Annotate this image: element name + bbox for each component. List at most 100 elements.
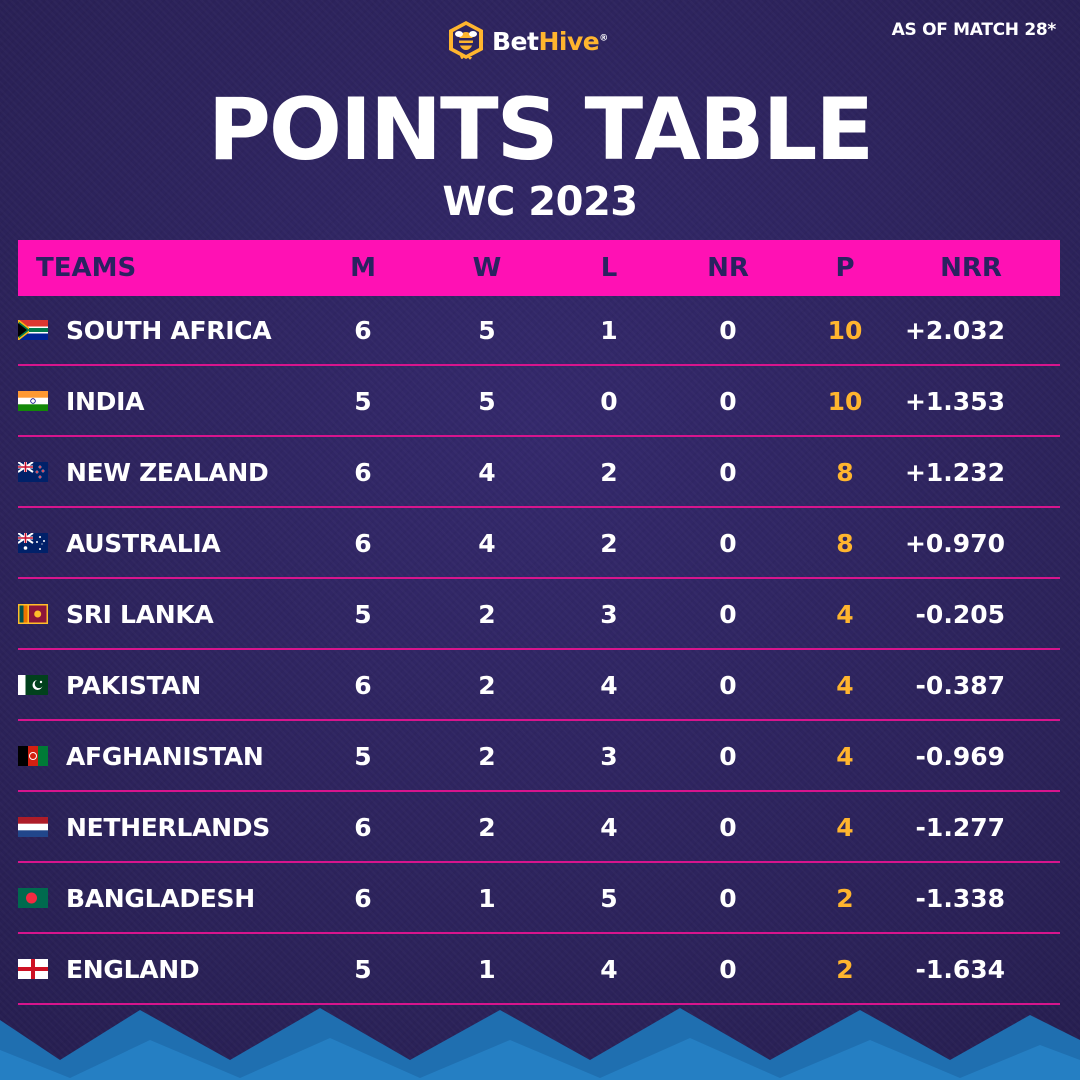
south-africa-flag-icon: [18, 320, 48, 340]
points-cell: 2: [836, 884, 854, 913]
matches-cell: 6: [354, 529, 372, 558]
india-flag-icon: [18, 391, 48, 411]
team-name: SRI LANKA: [66, 600, 214, 629]
nrr-cell: +0.970: [904, 529, 1005, 558]
australia-flag-icon: [18, 533, 48, 553]
team-name: AFGHANISTAN: [66, 742, 264, 771]
row-divider: [18, 577, 1060, 579]
losses-cell: 2: [600, 458, 618, 487]
england-flag-icon: [18, 959, 48, 979]
header-losses: L: [600, 253, 618, 283]
matches-cell: 5: [354, 600, 372, 629]
losses-cell: 4: [600, 955, 618, 984]
row-divider: [18, 506, 1060, 508]
matches-cell: 6: [354, 316, 372, 345]
points-cell: 4: [836, 600, 854, 629]
nrr-cell: +1.232: [904, 458, 1005, 487]
row-divider: [18, 435, 1060, 437]
wave-decoration: [0, 1008, 1080, 1080]
team-name: PAKISTAN: [66, 671, 202, 700]
losses-cell: 4: [600, 671, 618, 700]
brand-name: BetHive®: [492, 26, 608, 56]
header-wins: W: [472, 253, 502, 283]
row-divider: [18, 719, 1060, 721]
bee-hive-icon: [449, 21, 483, 60]
no-result-cell: 0: [719, 600, 737, 629]
wins-cell: 4: [478, 458, 496, 487]
bangladesh-flag-icon: [18, 888, 48, 908]
team-name: SOUTH AFRICA: [66, 316, 272, 345]
no-result-cell: 0: [719, 387, 737, 416]
page-title: POINTS TABLE: [207, 80, 874, 180]
matches-cell: 6: [354, 884, 372, 913]
matches-cell: 5: [354, 387, 372, 416]
no-result-cell: 0: [719, 884, 737, 913]
header-no-result: NR: [707, 253, 749, 283]
sri-lanka-flag-icon: [18, 604, 48, 624]
table-row: SRI LANKA 5 2 3 0 4 -0.205: [18, 580, 1060, 650]
matches-cell: 6: [354, 813, 372, 842]
team-name: ENGLAND: [66, 955, 200, 984]
losses-cell: 0: [600, 387, 618, 416]
points-cell: 4: [836, 742, 854, 771]
wins-cell: 1: [478, 955, 496, 984]
nrr-cell: -1.338: [915, 884, 1005, 913]
losses-cell: 3: [600, 600, 618, 629]
points-cell: 10: [827, 316, 863, 345]
matches-cell: 5: [354, 742, 372, 771]
table-row: PAKISTAN 6 2 4 0 4 -0.387: [18, 651, 1060, 721]
table-row: AUSTRALIA 6 4 2 0 8 +0.970: [18, 509, 1060, 579]
nrr-cell: -0.205: [915, 600, 1005, 629]
matches-cell: 5: [354, 955, 372, 984]
wins-cell: 2: [478, 600, 496, 629]
row-divider: [18, 364, 1060, 366]
losses-cell: 2: [600, 529, 618, 558]
wins-cell: 2: [478, 813, 496, 842]
wins-cell: 5: [478, 387, 496, 416]
table-row: NEW ZEALAND 6 4 2 0 8 +1.232: [18, 438, 1060, 508]
table-row: INDIA 5 5 0 0 10 +1.353: [18, 367, 1060, 437]
points-cell: 4: [836, 671, 854, 700]
losses-cell: 5: [600, 884, 618, 913]
nrr-cell: +2.032: [904, 316, 1005, 345]
losses-cell: 1: [600, 316, 618, 345]
afghanistan-flag-icon: [18, 746, 48, 766]
row-divider: [18, 1003, 1060, 1005]
wins-cell: 1: [478, 884, 496, 913]
page-subtitle: WC 2023: [442, 179, 638, 225]
matches-cell: 6: [354, 458, 372, 487]
points-cell: 8: [836, 529, 854, 558]
table-row: NETHERLANDS 6 2 4 0 4 -1.277: [18, 793, 1060, 863]
no-result-cell: 0: [719, 813, 737, 842]
points-cell: 10: [827, 387, 863, 416]
points-cell: 8: [836, 458, 854, 487]
bethive-logo: BetHive®: [446, 18, 608, 64]
wins-cell: 5: [478, 316, 496, 345]
table-header: TEAMS M W L NR P NRR: [18, 240, 1060, 296]
team-name: NETHERLANDS: [66, 813, 270, 842]
wins-cell: 4: [478, 529, 496, 558]
nrr-cell: -1.634: [915, 955, 1005, 984]
header-nrr: NRR: [940, 253, 1002, 283]
no-result-cell: 0: [719, 742, 737, 771]
netherlands-flag-icon: [18, 817, 48, 837]
as-of-match-label: AS OF MATCH 28*: [891, 20, 1057, 40]
no-result-cell: 0: [719, 458, 737, 487]
row-divider: [18, 861, 1060, 863]
header-points: P: [835, 253, 855, 283]
losses-cell: 4: [600, 813, 618, 842]
row-divider: [18, 790, 1060, 792]
row-divider: [18, 932, 1060, 934]
no-result-cell: 0: [719, 316, 737, 345]
table-row: BANGLADESH 6 1 5 0 2 -1.338: [18, 864, 1060, 934]
no-result-cell: 0: [719, 529, 737, 558]
team-name: BANGLADESH: [66, 884, 255, 913]
matches-cell: 6: [354, 671, 372, 700]
nrr-cell: +1.353: [904, 387, 1005, 416]
table-row: SOUTH AFRICA 6 5 1 0 10 +2.032: [18, 296, 1060, 366]
table-row: AFGHANISTAN 5 2 3 0 4 -0.969: [18, 722, 1060, 792]
nrr-cell: -0.969: [915, 742, 1005, 771]
table-row: ENGLAND 5 1 4 0 2 -1.634: [18, 935, 1060, 1005]
wins-cell: 2: [478, 742, 496, 771]
team-name: NEW ZEALAND: [66, 458, 269, 487]
